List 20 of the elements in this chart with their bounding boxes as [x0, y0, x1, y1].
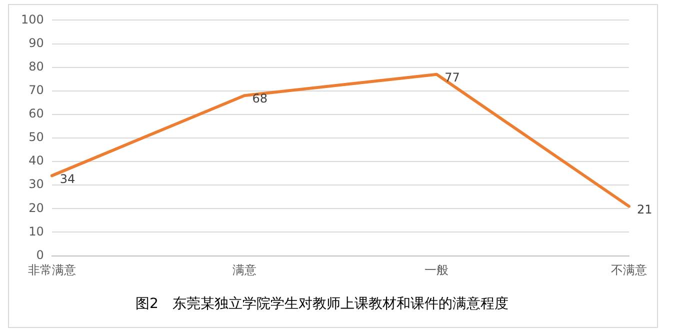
data-label: 68 — [252, 92, 268, 106]
y-tick-label: 30 — [28, 177, 44, 192]
y-tick-label: 100 — [21, 12, 44, 26]
y-tick-label: 10 — [28, 224, 44, 238]
y-tick-label: 80 — [28, 59, 44, 74]
y-tick-label: 90 — [28, 36, 44, 50]
y-tick-label: 20 — [28, 200, 44, 215]
text: 图2 东莞某独立学院学生对教师上课教材和课件的满意程度 — [136, 296, 508, 312]
x-tick-label: 非常满意 — [28, 263, 76, 278]
x-tick-label: 一般 — [424, 263, 449, 278]
x-tick-label: 不满意 — [611, 263, 647, 278]
y-tick-label: 40 — [28, 154, 44, 168]
x-tick-label: 满意 — [232, 263, 256, 278]
data-label: 21 — [637, 202, 652, 216]
data-label: 77 — [444, 70, 460, 85]
data-label: 34 — [60, 172, 76, 186]
y-tick-label: 70 — [28, 83, 44, 98]
y-tick-label: 0 — [36, 248, 44, 262]
y-tick-label: 50 — [28, 130, 44, 144]
y-tick-label: 60 — [28, 106, 44, 121]
